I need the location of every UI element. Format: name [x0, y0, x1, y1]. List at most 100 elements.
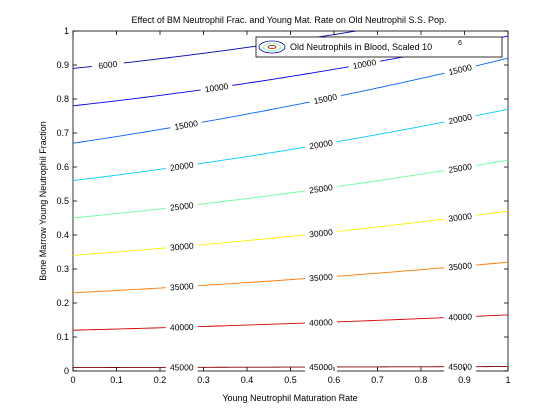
- contour-label-group: 30000: [165, 240, 199, 253]
- contour-label-group: 6000: [91, 58, 125, 72]
- y-tick-label: 0.4: [56, 230, 69, 240]
- contour-label-bg: [165, 280, 199, 293]
- y-tick-label: 0.1: [56, 332, 69, 342]
- contour-label-15000: 15000: [174, 118, 199, 132]
- x-tick-label: 0.3: [197, 375, 210, 385]
- contour-label-bg: [443, 61, 477, 79]
- contour-label-bg: [443, 260, 477, 273]
- y-axis-label: Bone Marrow Young Neutrophil Fraction: [38, 121, 48, 281]
- contour-label-bg: [169, 117, 203, 133]
- contour-label-bg: [308, 90, 342, 107]
- contour-label-group: 10000: [347, 56, 382, 72]
- contour-label-6000: 6000: [98, 59, 118, 71]
- contour-label-bg: [443, 160, 477, 176]
- contour-line-25000: [73, 159, 508, 219]
- contour-label-bg: [91, 58, 125, 72]
- contour-label-group: 40000: [304, 316, 338, 329]
- contour-lines: [73, 31, 508, 369]
- contour-label-25000: 25000: [169, 200, 194, 213]
- x-tick-label: 0.8: [415, 375, 428, 385]
- y-tick-label: 0.8: [56, 94, 69, 104]
- contour-label-bg: [443, 110, 477, 127]
- contour-label-30000: 30000: [170, 241, 195, 253]
- contour-label-bg: [304, 181, 338, 196]
- legend-label: Old Neutrophils in Blood, Scaled 10: [290, 42, 432, 52]
- x-tick-label: 0.5: [284, 375, 297, 385]
- contour-label-group: 40000: [165, 321, 198, 333]
- x-tick-label: 0.4: [241, 375, 254, 385]
- contour-label-group: 25000: [304, 181, 338, 196]
- contour-label-group: 25000: [443, 160, 477, 176]
- contour-label-45000: 45000: [448, 362, 472, 372]
- contour-label-bg: [304, 361, 337, 373]
- contour-label-group: 40000: [443, 311, 477, 323]
- legend-contour-icon: [258, 40, 286, 54]
- contour-label-20000: 20000: [169, 160, 194, 173]
- contour-label-bg: [165, 240, 199, 253]
- contour-label-35000: 35000: [309, 272, 334, 284]
- plot-area: [72, 30, 509, 372]
- contour-label-bg: [165, 199, 199, 214]
- contour-label-30000: 30000: [448, 211, 473, 224]
- contour-label-20000: 20000: [308, 138, 333, 152]
- y-tick-label: 0: [64, 366, 69, 376]
- contour-label-group: 45000: [304, 361, 337, 373]
- contour-label-40000: 40000: [309, 317, 333, 328]
- contour-label-40000: 40000: [170, 322, 194, 333]
- legend-superscript: 6: [458, 40, 462, 47]
- contour-label-bg: [443, 210, 477, 225]
- contour-label-group: 15000: [308, 90, 342, 107]
- legend: Old Neutrophils in Blood, Scaled 10 6: [255, 36, 503, 58]
- y-tick-label: 0.9: [56, 60, 69, 70]
- x-axis-ticks: 0 0.1 0.2 0.3 0.4 0.5 0.6 0.7 0.8 0.9 1: [70, 31, 511, 385]
- contour-line-30000: [73, 210, 508, 256]
- x-tick-label: 0: [70, 375, 75, 385]
- contour-label-bg: [304, 136, 338, 153]
- contour-line-20000: [73, 108, 508, 182]
- contour-label-group: 15000: [169, 117, 203, 133]
- contour-label-group: 10000: [200, 80, 234, 95]
- contour-label-10000: 10000: [204, 81, 229, 94]
- contour-label-20000: 20000: [448, 112, 473, 126]
- y-tick-label: 0.3: [56, 264, 69, 274]
- y-tick-label: 0.5: [56, 196, 69, 206]
- contour-label-bg: [165, 159, 199, 174]
- contour-label-bg: [443, 311, 477, 323]
- y-tick-label: 1: [64, 26, 69, 36]
- y-tick-label: 0.7: [56, 128, 69, 138]
- legend-box: [255, 36, 503, 58]
- contour-label-35000: 35000: [448, 260, 473, 272]
- y-tick-label: 0.2: [56, 298, 69, 308]
- contour-label-bg: [165, 321, 198, 333]
- plot-frame: [72, 30, 509, 372]
- contour-label-group: 20000: [443, 110, 477, 127]
- contour-line-35000: [73, 261, 508, 294]
- contour-label-group: 20000: [304, 136, 338, 153]
- x-tick-label: 0.6: [328, 375, 341, 385]
- x-tick-label: 1: [505, 375, 510, 385]
- contour-label-45000: 45000: [170, 362, 194, 372]
- contour-label-10000: 10000: [352, 57, 377, 71]
- contour-label-group: 30000: [304, 226, 338, 240]
- contour-label-15000: 15000: [313, 92, 338, 107]
- contour-label-group: 35000: [304, 271, 338, 284]
- contour-label-25000: 25000: [309, 182, 334, 195]
- contour-label-bg: [200, 80, 234, 95]
- contour-label-group: 35000: [165, 280, 199, 293]
- contour-label-bg: [304, 226, 338, 240]
- y-tick-label: 0.6: [56, 162, 69, 172]
- contour-label-bg: [165, 362, 198, 373]
- x-tick-label: 0.9: [458, 375, 471, 385]
- chart-title: Effect of BM Neutrophil Frac. and Young …: [131, 15, 446, 25]
- contour-label-group: 25000: [165, 199, 199, 214]
- contour-label-group: 35000: [443, 260, 477, 273]
- contour-label-group: 20000: [165, 159, 199, 174]
- contour-line-15000: [73, 57, 508, 144]
- contour-line-40000: [73, 314, 508, 331]
- contour-label-40000: 40000: [448, 311, 472, 322]
- x-tick-label: 0.1: [110, 375, 123, 385]
- x-axis-label: Young Neutrophil Maturation Rate: [222, 393, 357, 403]
- contour-label-bg: [304, 316, 338, 329]
- y-axis-ticks: 0 0.1 0.2 0.3 0.4 0.5 0.6 0.7 0.8 0.9 1: [56, 26, 508, 376]
